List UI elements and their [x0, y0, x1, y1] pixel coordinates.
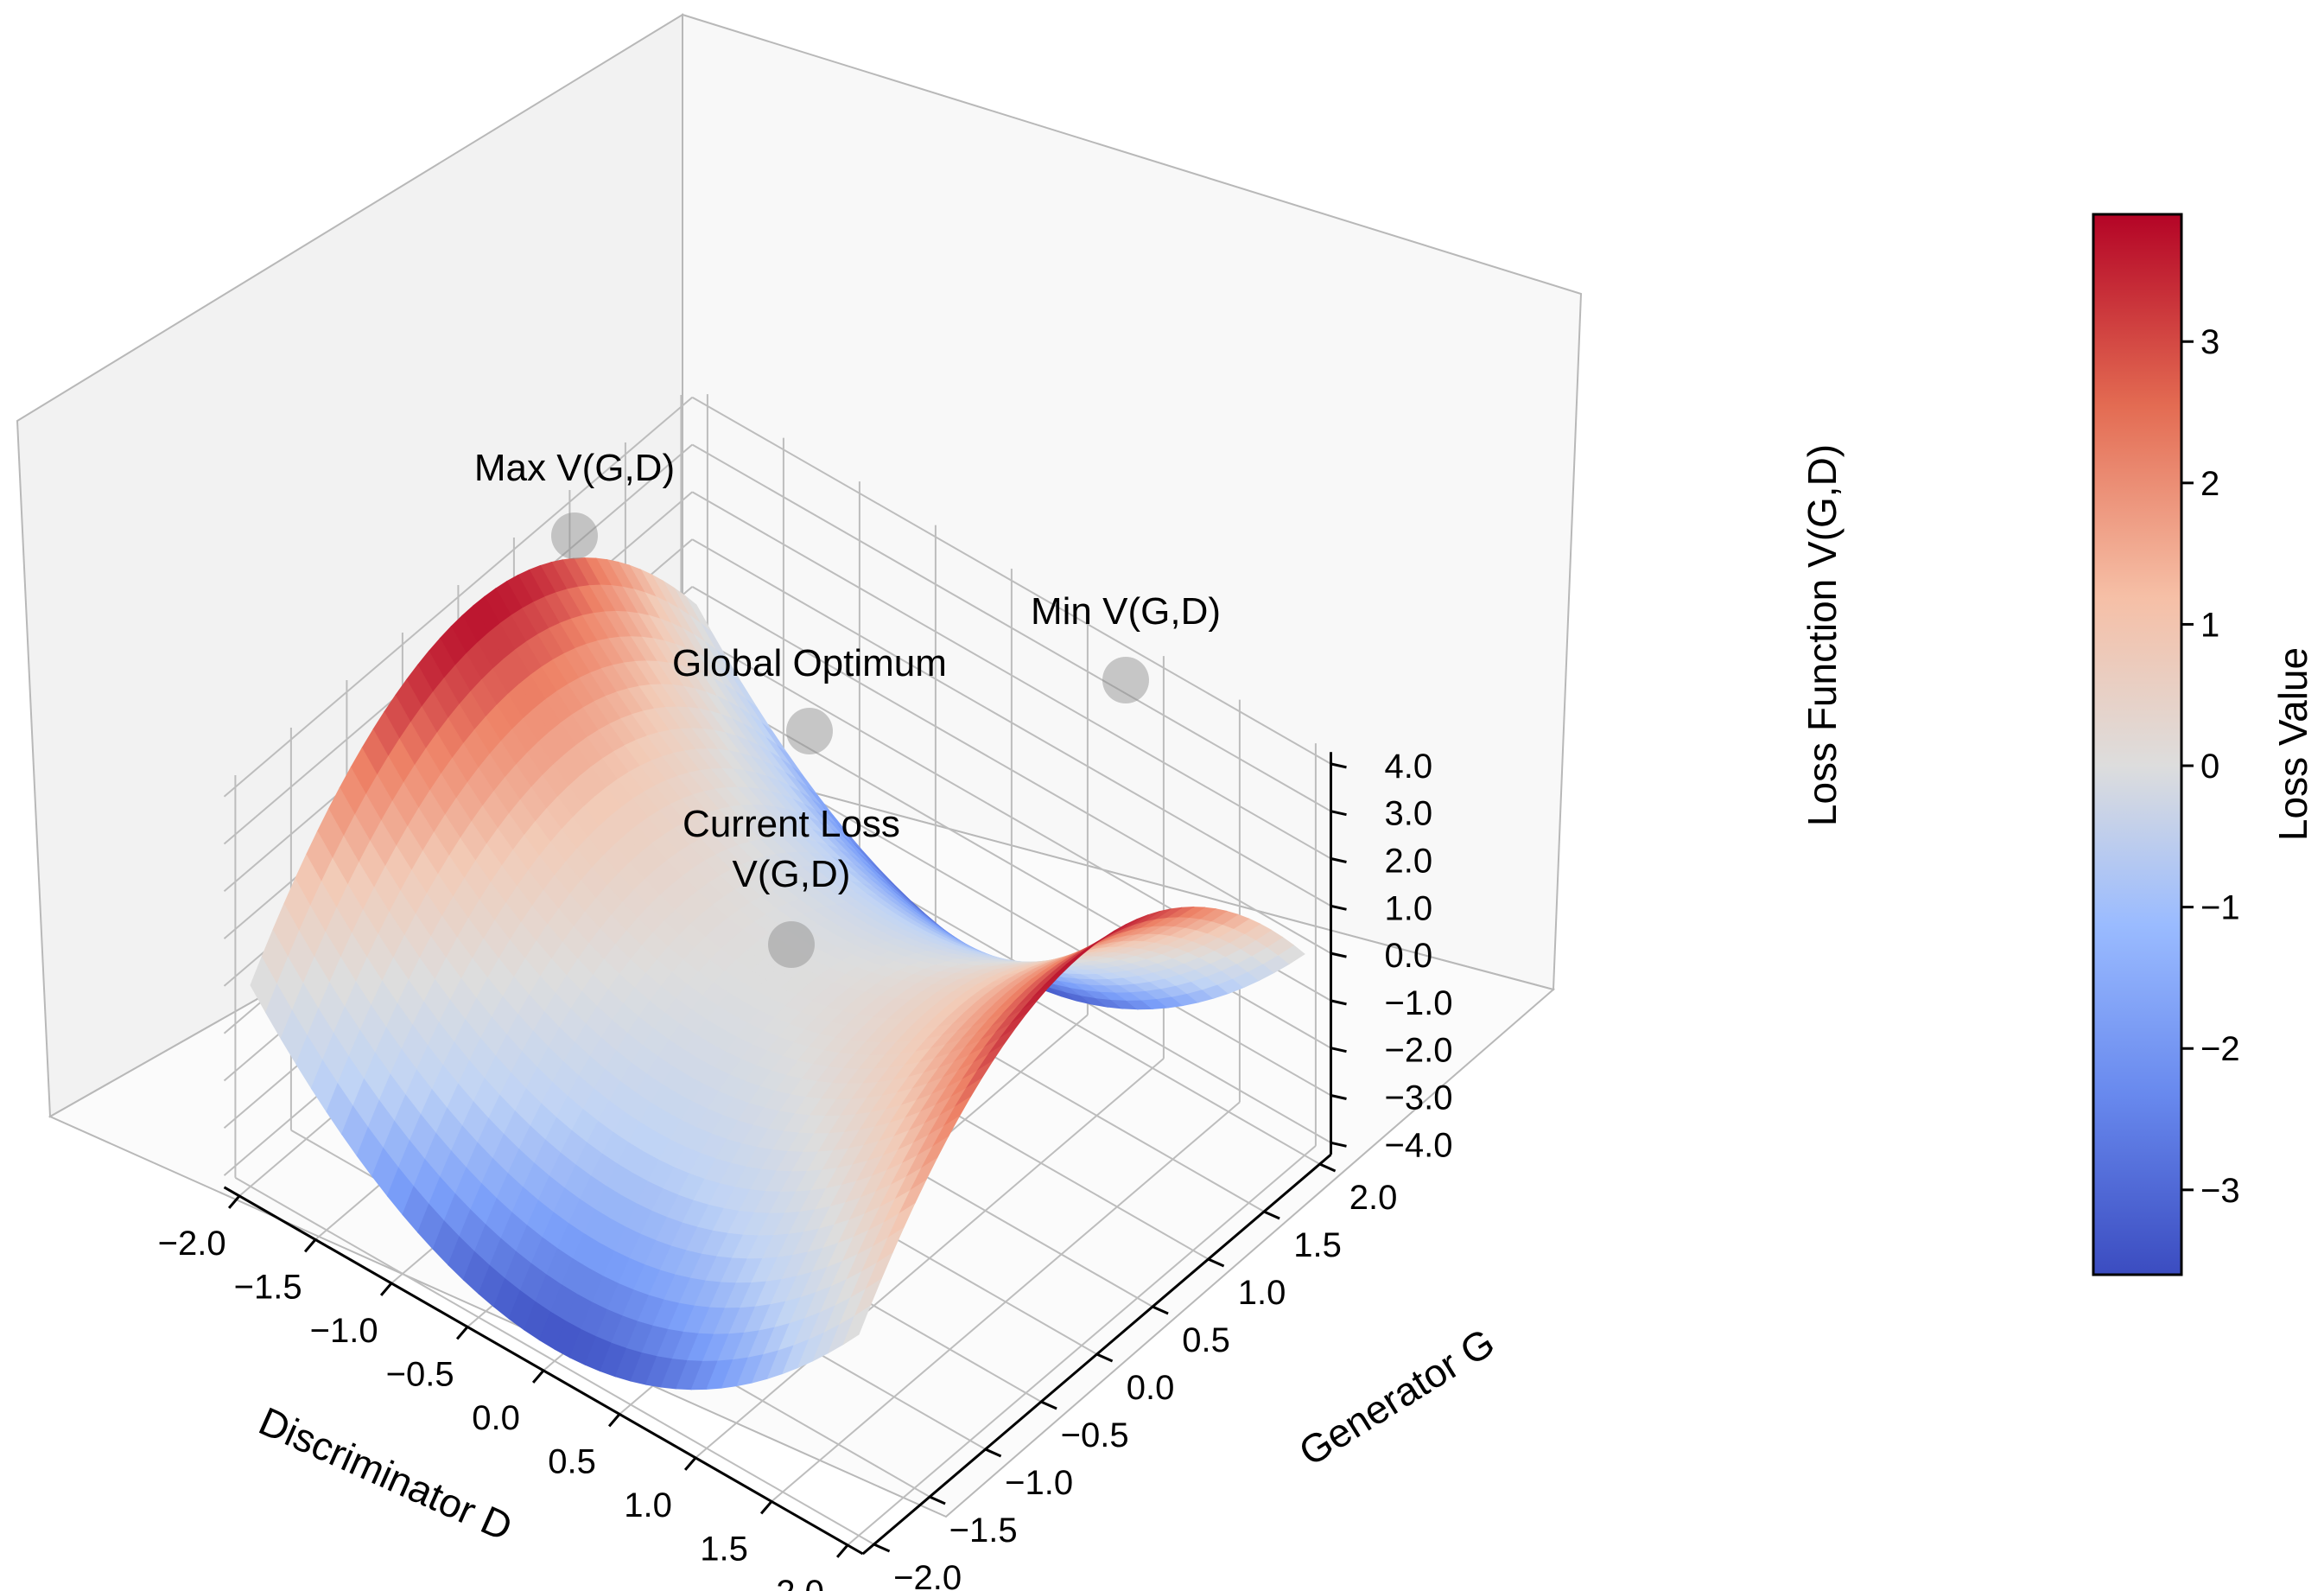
z-tick-label: 2.0: [1385, 843, 1433, 881]
y-tick: [1095, 1352, 1114, 1363]
colorbar-ticks: −3 −2 −1 0 1 2 3: [2181, 323, 2240, 1210]
y-tick-label: −1.0: [1005, 1464, 1073, 1502]
side-gridline: [223, 396, 693, 798]
y-tick-label: 0.0: [1127, 1369, 1175, 1407]
back-gridline: [691, 443, 1331, 812]
x-tick-label: −2.0: [158, 1225, 226, 1263]
y-tick: [1318, 1162, 1337, 1173]
y-tick-label: −0.5: [1061, 1416, 1129, 1454]
surface-cell: [842, 1305, 871, 1346]
x-tick-label: 1.5: [700, 1530, 748, 1568]
current-loss-label: Current Loss V(G,D): [683, 803, 900, 895]
x-tick-label: 0.5: [548, 1442, 596, 1480]
y-axis-label: Generator G: [1291, 1320, 1502, 1475]
x-tick-label: −1.0: [310, 1312, 378, 1350]
z-tick: [1330, 810, 1347, 817]
y-tick: [1263, 1210, 1280, 1220]
min-marker: [1102, 657, 1149, 703]
min-label: Min V(G,D): [1031, 590, 1221, 633]
x-tick-label: 1.0: [624, 1486, 672, 1524]
x-tick: [607, 1413, 621, 1428]
x-tick: [531, 1369, 545, 1384]
colorbar-tick-label: 3: [2200, 323, 2219, 361]
colorbar-tick-label: 1: [2200, 606, 2219, 644]
z-tick-label: 1.0: [1385, 889, 1433, 927]
y-tick: [873, 1543, 891, 1553]
colorbar-label: Loss Value: [2270, 647, 2315, 841]
z-tick: [1330, 1094, 1347, 1100]
z-tick: [1330, 999, 1347, 1006]
colorbar-tick-label: −3: [2200, 1172, 2240, 1210]
x-tick-label: −0.5: [386, 1355, 454, 1393]
z-tick: [1330, 857, 1347, 863]
x-tick-label: 2.0: [776, 1574, 824, 1591]
z-tick: [1330, 1141, 1347, 1148]
x-tick: [303, 1238, 317, 1253]
y-tick-label: 1.0: [1238, 1274, 1286, 1312]
y-tick: [984, 1448, 1002, 1458]
x-tick-label: −1.5: [234, 1268, 302, 1306]
z-tick: [1330, 951, 1347, 958]
y-tick-label: 2.0: [1349, 1179, 1398, 1217]
back-gridline: [691, 396, 1331, 765]
y-tick: [929, 1495, 946, 1505]
x-tick: [455, 1326, 469, 1340]
colorbar-tick-label: 0: [2200, 748, 2219, 786]
y-tick-label: 0.5: [1182, 1321, 1230, 1359]
z-tick: [1330, 762, 1347, 769]
z-tick-label: 0.0: [1385, 937, 1433, 975]
y-tick: [1152, 1305, 1169, 1315]
z-tick-label: 4.0: [1385, 748, 1433, 786]
colorbar-tick-label: −2: [2200, 1030, 2240, 1068]
back-gridline: [691, 538, 1331, 907]
colorbar-tick-label: 2: [2200, 465, 2219, 503]
colorbar-tick-label: −1: [2200, 889, 2240, 927]
x-tick: [835, 1543, 849, 1558]
x-tick: [759, 1500, 773, 1515]
colorbar-gradient: [2092, 213, 2183, 1276]
global-optimum-marker: [786, 708, 833, 754]
y-tick: [1040, 1400, 1057, 1410]
surface-mesh: [250, 557, 1305, 1391]
y-tick: [1207, 1257, 1225, 1268]
annotation-labels: Max V(G,D) Min V(G,D) Global Optimum Curren…: [474, 447, 1221, 895]
y-tick-label: −2.0: [893, 1559, 962, 1591]
z-tick-label: −4.0: [1385, 1126, 1453, 1164]
z-tick-label: −2.0: [1385, 1032, 1453, 1070]
y-tick-label: −1.5: [949, 1511, 1018, 1550]
floor-gridline: [234, 1176, 875, 1545]
x-tick: [683, 1456, 697, 1471]
annotation-markers: [551, 512, 1149, 968]
global-optimum-label: Global Optimum: [672, 642, 947, 684]
z-tick-label: 3.0: [1385, 795, 1433, 833]
z-tick-label: −1.0: [1385, 984, 1453, 1022]
back-gridline: [691, 586, 1331, 954]
colorbar: −3 −2 −1 0 1 2 3 Loss Value: [2092, 213, 2315, 1276]
max-label: Max V(G,D): [474, 447, 675, 489]
max-marker: [551, 512, 598, 559]
z-tick: [1330, 1047, 1347, 1053]
z-tick: [1330, 904, 1347, 911]
x-tick: [227, 1194, 241, 1209]
current-loss-marker: [768, 921, 815, 968]
x-tick: [379, 1282, 393, 1296]
back-gridline: [691, 491, 1331, 860]
z-tick-label: −3.0: [1385, 1079, 1453, 1117]
y-tick-label: 1.5: [1293, 1226, 1342, 1264]
x-tick-label: 0.0: [472, 1399, 520, 1437]
z-axis-label: Loss Function V(G,D): [1800, 444, 1845, 826]
